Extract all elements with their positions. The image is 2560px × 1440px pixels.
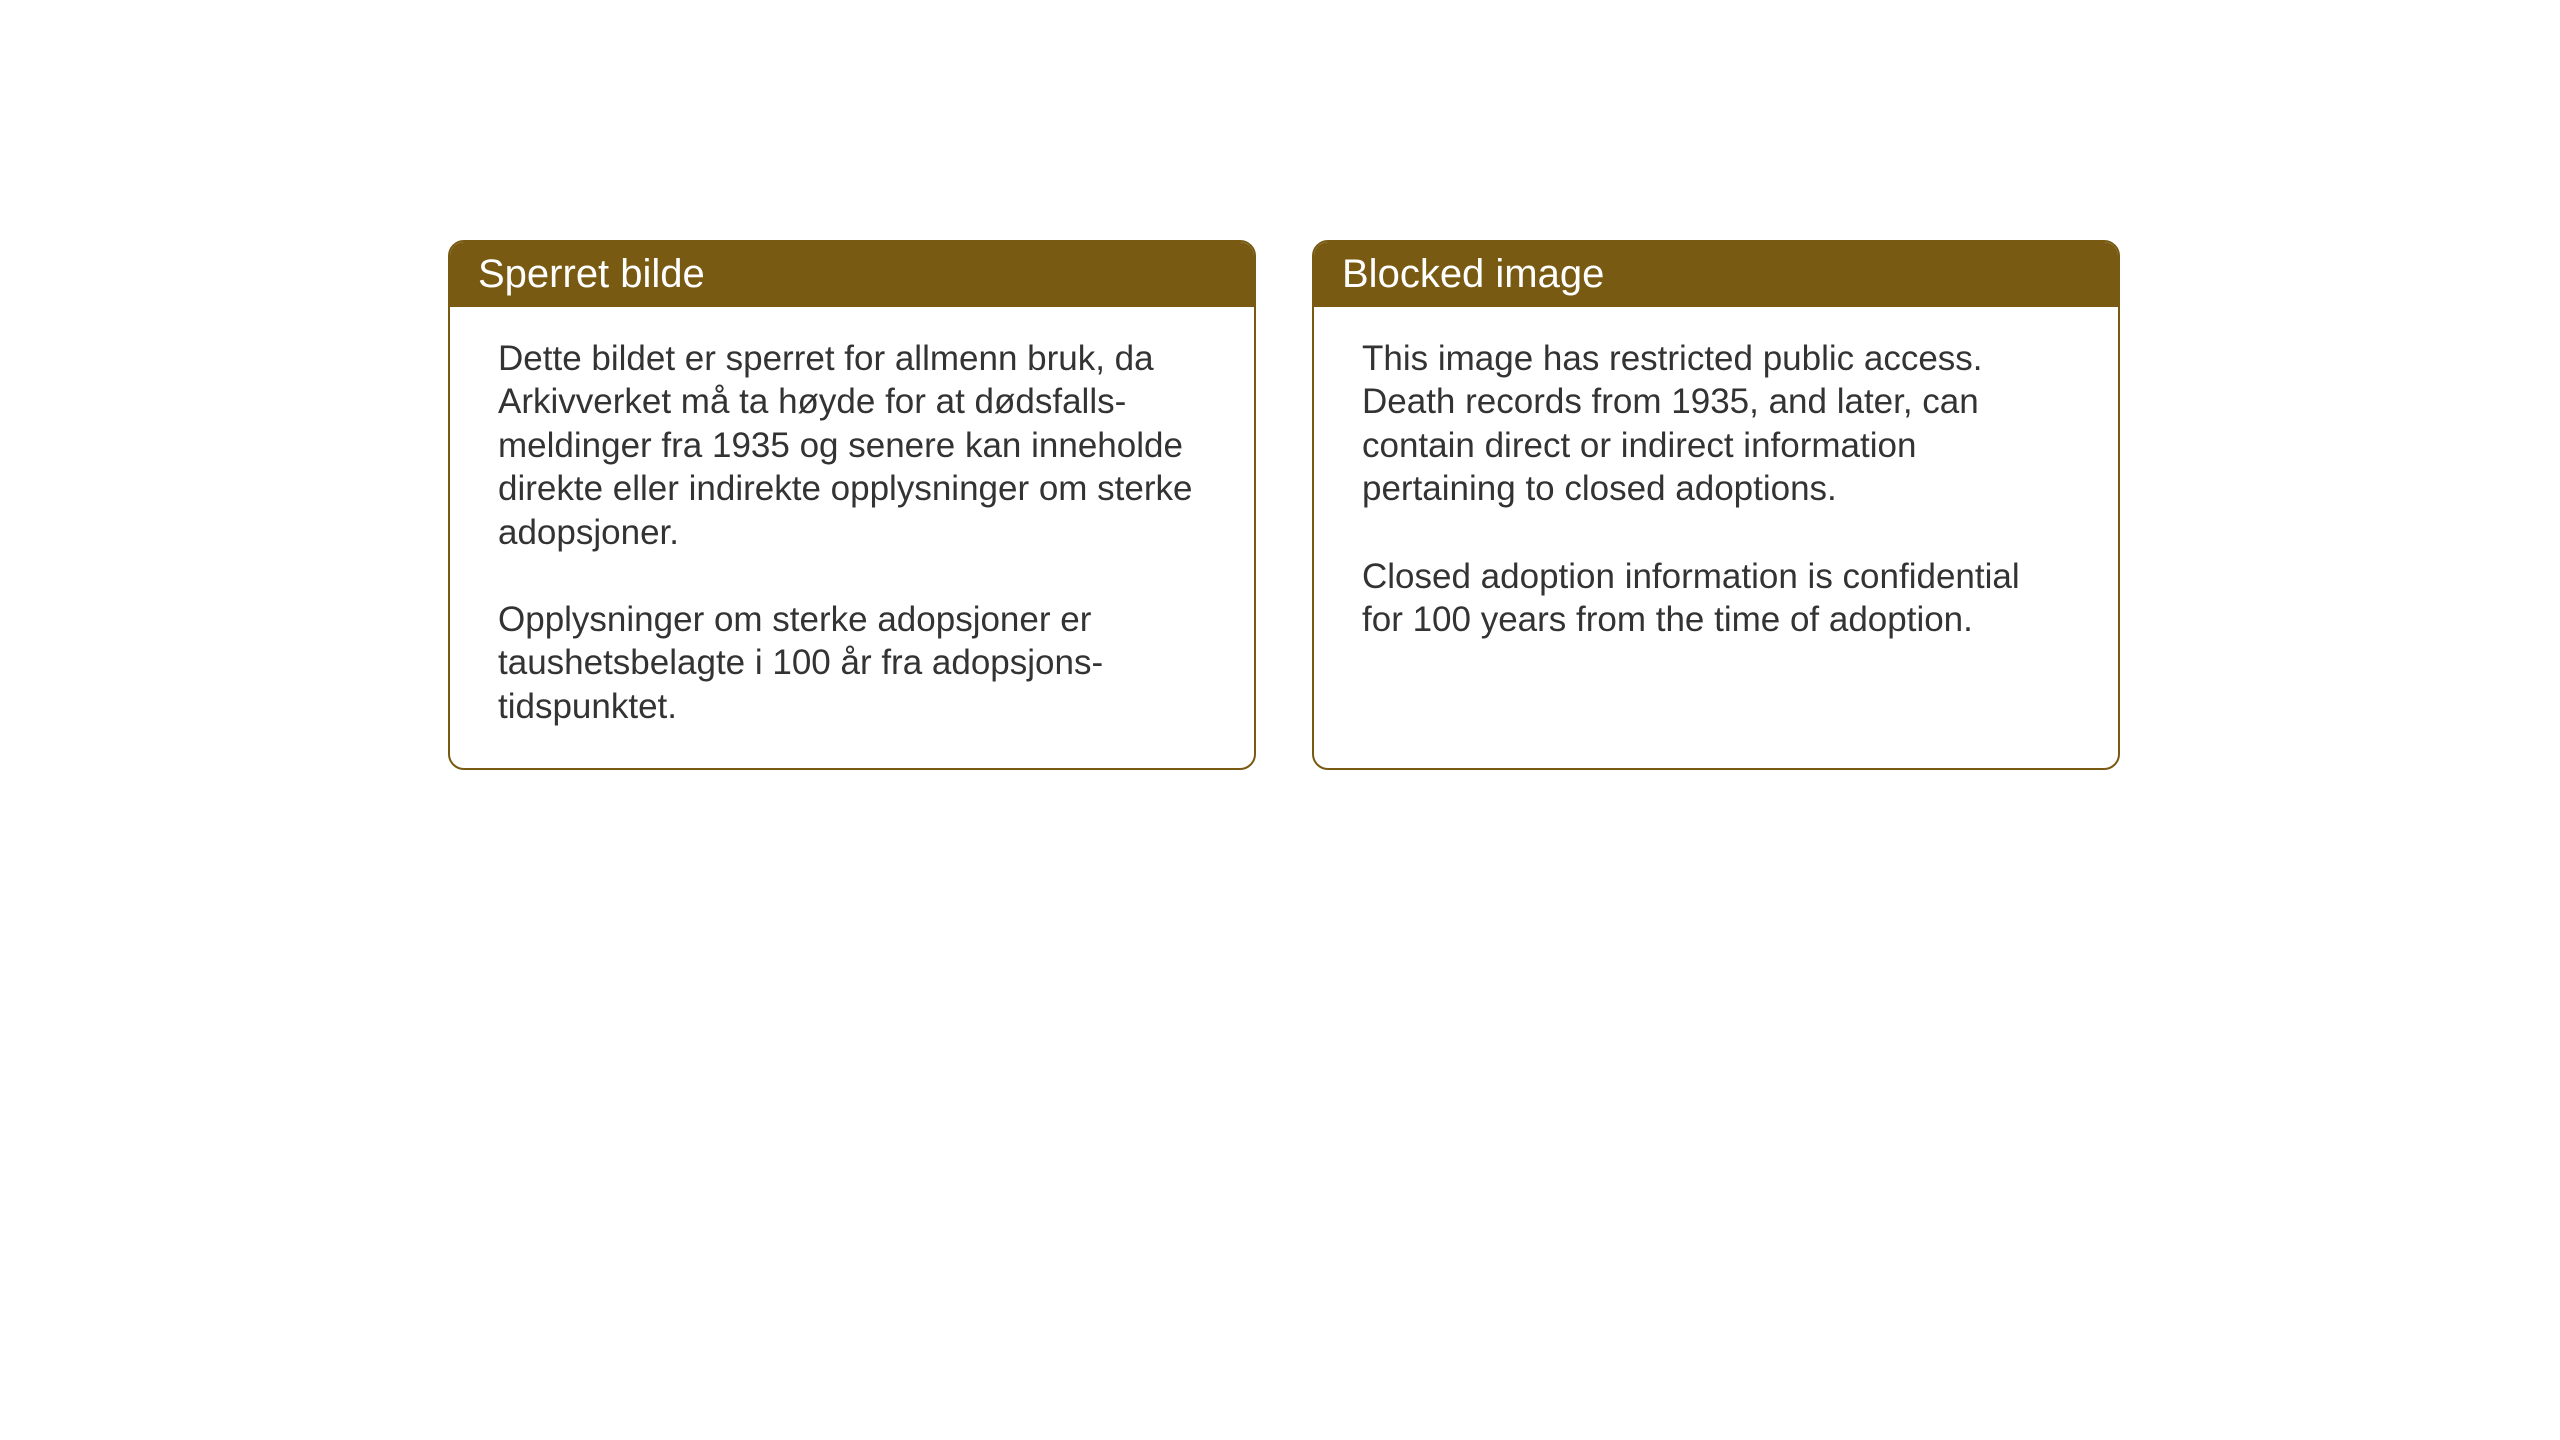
english-card-body: This image has restricted public access.… — [1314, 307, 2118, 727]
notice-container: Sperret bilde Dette bildet er sperret fo… — [448, 240, 2120, 770]
norwegian-card-body: Dette bildet er sperret for allmenn bruk… — [450, 307, 1254, 768]
english-card-title: Blocked image — [1314, 242, 2118, 307]
english-notice-card: Blocked image This image has restricted … — [1312, 240, 2120, 770]
norwegian-paragraph-2: Opplysninger om sterke adopsjoner er tau… — [498, 598, 1206, 728]
norwegian-card-title: Sperret bilde — [450, 242, 1254, 307]
english-paragraph-1: This image has restricted public access.… — [1362, 337, 2070, 511]
norwegian-notice-card: Sperret bilde Dette bildet er sperret fo… — [448, 240, 1256, 770]
norwegian-paragraph-1: Dette bildet er sperret for allmenn bruk… — [498, 337, 1206, 554]
english-paragraph-2: Closed adoption information is confident… — [1362, 555, 2070, 642]
